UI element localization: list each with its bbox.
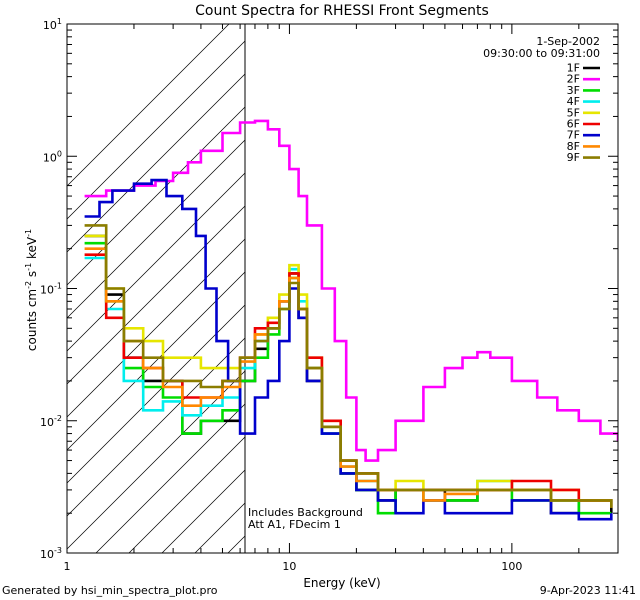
time-range: 09:30:00 to 09:31:00 xyxy=(483,47,600,60)
annotation-background: Includes Background xyxy=(248,506,363,519)
y-axis-ticks xyxy=(67,29,618,554)
hatch-line xyxy=(67,40,245,220)
series-layer xyxy=(84,119,618,521)
hatch-line xyxy=(67,205,245,385)
legend-label-9f: 9F xyxy=(567,151,580,164)
hatch-line xyxy=(128,436,245,553)
legend-label-8f: 8F xyxy=(567,140,580,153)
hatch-line xyxy=(426,0,640,553)
y-label-exp: -2 xyxy=(24,281,33,289)
hatch-line xyxy=(95,403,245,553)
hatch-line xyxy=(67,73,245,253)
observation-date: 1-Sep-2002 xyxy=(536,35,600,48)
series-line-9f xyxy=(84,224,613,508)
series-line-7f xyxy=(84,178,613,521)
hatch-line xyxy=(67,24,230,187)
generation-timestamp: 9-Apr-2023 11:41 xyxy=(540,584,636,597)
y-label-part: counts cm xyxy=(25,289,39,351)
annotation-attenuator: Att A1, FDecim 1 xyxy=(248,518,341,531)
legend-label-1f: 1F xyxy=(567,62,580,75)
legend-label-5f: 5F xyxy=(567,106,580,119)
hatch-line xyxy=(327,0,640,553)
hatch-line xyxy=(393,0,640,553)
y-tick-label: 10-2 xyxy=(40,414,62,429)
x-tick-label: 1 xyxy=(64,560,71,573)
hatch-line xyxy=(67,271,245,451)
generated-by: Generated by hsi_min_spectra_plot.pro xyxy=(2,584,218,597)
legend-label-6f: 6F xyxy=(567,118,580,131)
hatch-line xyxy=(67,172,245,352)
hatch-line xyxy=(591,0,640,553)
y-tick-label: 10-1 xyxy=(40,282,62,297)
y-label-part: keV xyxy=(25,236,39,263)
legend-label-3f: 3F xyxy=(567,84,580,97)
x-axis-ticks xyxy=(66,24,619,553)
hatch-line xyxy=(67,139,245,319)
hatch-line xyxy=(67,304,245,484)
hatch-line xyxy=(67,238,245,418)
hatch-line xyxy=(67,337,245,517)
y-tick-label: 101 xyxy=(43,17,62,32)
legend-label-7f: 7F xyxy=(567,129,580,142)
y-label-part: s xyxy=(25,271,39,281)
y-tick-label: 100 xyxy=(43,149,62,164)
hatch-line xyxy=(67,370,245,550)
x-tick-label: 100 xyxy=(501,560,522,573)
y-label-exp: -1 xyxy=(24,263,33,271)
chart-title: Count Spectra for RHESSI Front Segments xyxy=(195,3,489,19)
y-axis-tick-labels: 10-3 10-2 10-1 100 101 xyxy=(40,17,62,561)
hatch-line xyxy=(67,106,245,286)
legend-label-2f: 2F xyxy=(567,73,580,86)
y-tick-label: 10-3 xyxy=(40,546,62,561)
hatch-line xyxy=(294,0,640,553)
excluded-energy-hatch xyxy=(67,0,640,553)
x-axis-tick-labels: 1 10 100 xyxy=(64,560,523,573)
y-label-exp: -1 xyxy=(24,229,33,237)
hatch-line xyxy=(525,0,640,553)
legend-label-4f: 4F xyxy=(567,95,580,108)
hatch-line xyxy=(624,0,640,553)
hatch-line xyxy=(459,0,640,553)
series-line-2f xyxy=(84,119,618,462)
hatch-line xyxy=(261,0,640,553)
y-axis-label: counts cm-2 s-1 keV-1 xyxy=(24,229,39,351)
x-tick-label: 10 xyxy=(282,560,296,573)
series-line-8f xyxy=(84,247,613,508)
x-axis-label: Energy (keV) xyxy=(303,576,380,590)
hatch-line xyxy=(360,0,640,553)
